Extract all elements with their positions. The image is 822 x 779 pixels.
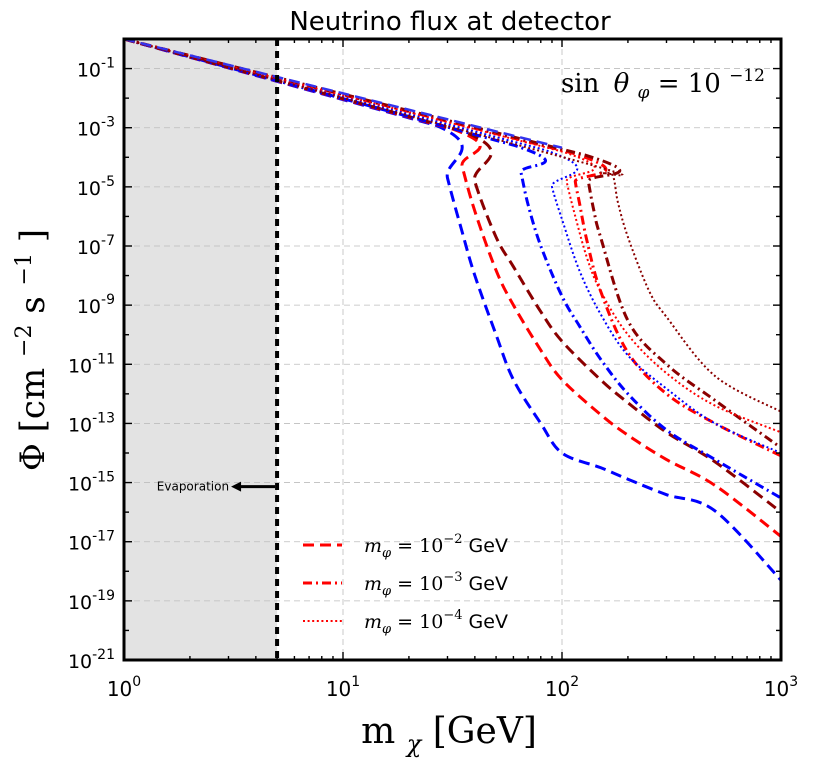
legend-exp: −2: [443, 532, 462, 547]
y-tick-label-exponent: -19: [92, 588, 115, 604]
y-tick-label-exponent: -21: [92, 647, 115, 663]
y-tick-label: 10-15: [68, 470, 115, 496]
x-tick-label-base: 10: [107, 677, 132, 701]
y-tick-label-base: 10: [68, 533, 92, 555]
y-tick-label-exponent: -5: [101, 174, 115, 190]
annotation-symbol: θ: [614, 69, 630, 99]
series-line-7: [124, 39, 781, 454]
y-tick-label-exponent: -13: [92, 410, 115, 426]
plot-frame: [122, 37, 783, 662]
y-tick-label-base: 10: [77, 296, 101, 318]
x-tick-label: 100: [107, 674, 141, 701]
x-tick-label: 101: [326, 674, 360, 701]
y-tick-label: 10-3: [77, 115, 115, 141]
x-tick-labels: 100 101 102 103: [107, 674, 798, 701]
x-tick-label: 102: [545, 674, 579, 701]
x-tick-label-base: 10: [326, 677, 351, 701]
mixing-angle-annotation: sin θ φ = 10 −12: [561, 66, 765, 105]
legend-label-1: mφ = 10−2 GeV: [364, 532, 508, 561]
y-tick-label-exponent: -1: [101, 56, 115, 72]
x-tick-label-base: 10: [545, 677, 570, 701]
chart-title: Neutrino flux at detector: [289, 7, 611, 37]
legend-eq: = 10: [391, 573, 443, 595]
annotation-equals: = 10: [658, 69, 721, 99]
series-layer: [124, 39, 781, 582]
y-tick-label-base: 10: [68, 355, 92, 377]
legend-label-2: mφ = 10−3 GeV: [364, 570, 508, 599]
y-tick-label-exponent: -15: [92, 470, 115, 486]
y-tick-label: 10-21: [68, 647, 115, 673]
legend-sub: φ: [382, 622, 392, 637]
y-label-mid: s: [13, 296, 53, 313]
legend-unit: GeV: [463, 573, 508, 595]
y-tick-label: 10-9: [77, 292, 115, 318]
x-tick-label: 103: [764, 674, 798, 701]
evaporation-label: Evaporation: [157, 480, 229, 494]
legend-sub: φ: [382, 546, 392, 561]
legend-eq: = 10: [391, 535, 443, 557]
y-tick-labels: 10-110-310-510-710-910-1110-1310-1510-17…: [68, 56, 115, 673]
y-tick-label: 10-1: [77, 56, 115, 82]
y-label-exp1: −2: [12, 325, 37, 357]
series-line-4: [124, 39, 781, 500]
evaporation-region: [124, 39, 278, 660]
series-line-6: [124, 39, 781, 450]
x-tick-label-exponent: 0: [132, 674, 141, 690]
y-tick-label-base: 10: [77, 237, 101, 259]
x-tick-label-base: 10: [764, 677, 789, 701]
x-tick-label-exponent: 1: [351, 674, 360, 690]
y-tick-label: 10-11: [68, 351, 115, 377]
y-tick-label-base: 10: [77, 60, 101, 82]
series-line-1: [124, 39, 781, 582]
legend-unit: GeV: [463, 535, 508, 557]
evaporation-arrowhead: [231, 481, 242, 492]
series-line-8: [124, 39, 781, 434]
annotation-subscript: φ: [638, 83, 650, 103]
y-axis-label: Φ [cm −2 s −1 ]: [0, 229, 53, 471]
y-tick-label-exponent: -7: [101, 233, 115, 249]
y-tick-label-exponent: -11: [92, 351, 115, 367]
grid: [124, 39, 781, 660]
x-axis-label: m χ [GeV]: [361, 711, 537, 761]
x-label-subscript: χ: [405, 730, 423, 758]
y-tick-label-exponent: -3: [101, 115, 115, 131]
legend-eq: = 10: [391, 611, 443, 633]
y-tick-label: 10-13: [68, 410, 115, 436]
x-label-m: m: [361, 711, 395, 752]
annotation-func: sin: [561, 69, 600, 99]
legend-m: m: [364, 535, 382, 557]
legend-m: m: [364, 573, 382, 595]
y-label-phi: Φ [cm: [13, 368, 53, 471]
y-tick-label-base: 10: [68, 474, 92, 496]
y-tick-label: 10-19: [68, 588, 115, 614]
x-label-unit: [GeV]: [433, 711, 537, 752]
series-line-2: [124, 39, 781, 538]
x-tick-label-exponent: 2: [570, 674, 579, 690]
legend-exp: −4: [443, 608, 462, 623]
x-tick-label-exponent: 3: [789, 674, 798, 690]
series-line-9: [124, 39, 781, 413]
y-label-exp2: −1: [12, 253, 37, 285]
legend-unit: GeV: [463, 611, 508, 633]
y-tick-label-base: 10: [68, 414, 92, 436]
legend-exp: −3: [443, 570, 462, 585]
y-tick-label-exponent: -9: [101, 292, 115, 308]
y-label-end: ]: [13, 229, 53, 242]
y-tick-label-base: 10: [77, 178, 101, 200]
legend-sub: φ: [382, 584, 392, 599]
annotation-exponent: −12: [729, 66, 765, 86]
legend-label-3: mφ = 10−4 GeV: [364, 608, 508, 637]
y-tick-label-exponent: -17: [92, 529, 115, 545]
y-tick-label: 10-7: [77, 233, 115, 259]
common-flux-line: [124, 39, 563, 149]
y-tick-label-base: 10: [77, 119, 101, 141]
y-tick-label-base: 10: [68, 592, 92, 614]
y-tick-label: 10-5: [77, 174, 115, 200]
y-tick-label-base: 10: [68, 651, 92, 673]
legend-m: m: [364, 611, 382, 633]
y-tick-label: 10-17: [68, 529, 115, 555]
